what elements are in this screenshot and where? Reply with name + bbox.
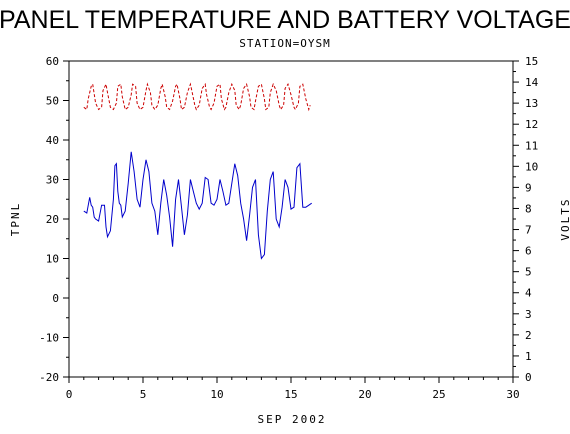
x-tick-label: 15 (284, 388, 297, 401)
y-right-axis-label: VOLTS (559, 197, 570, 240)
y-left-tick-label: 50 (46, 95, 59, 108)
y-right-tick-label: 15 (525, 55, 538, 68)
x-axis-ticks: 0 5 10 15 20 25 30 (66, 377, 520, 401)
y-right-tick-label: 13 (525, 97, 538, 110)
y-left-axis-ticks: -20 -10 0 10 20 30 40 50 60 (39, 55, 69, 384)
y-left-tick-label: 0 (52, 292, 59, 305)
y-right-tick-label: 4 (525, 287, 532, 300)
y-left-tick-label: 20 (46, 213, 59, 226)
x-tick-label: 20 (358, 388, 371, 401)
y-left-tick-label: 40 (46, 134, 59, 147)
y-right-tick-label: 11 (525, 139, 538, 152)
plot-frame (68, 60, 514, 378)
y-right-tick-label: 14 (525, 76, 539, 89)
chart-title: PANEL TEMPERATURE AND BATTERY VOLTAGE (0, 6, 570, 34)
y-right-tick-label: 7 (525, 224, 532, 237)
y-right-tick-label: 3 (525, 308, 532, 321)
y-left-tick-label: 60 (46, 55, 59, 68)
y-right-tick-label: 1 (525, 350, 532, 363)
x-axis-label: SEP 2002 (258, 413, 327, 426)
chart-subtitle: STATION=OYSM (239, 37, 330, 50)
y-right-tick-label: 9 (525, 181, 532, 194)
series-line-panel-temperature (83, 151, 312, 260)
y-right-tick-label: 0 (525, 371, 532, 384)
x-tick-label: 0 (66, 388, 73, 401)
y-right-tick-label: 2 (525, 329, 532, 342)
x-tick-label: 25 (432, 388, 445, 401)
y-right-tick-label: 5 (525, 266, 532, 279)
x-tick-label: 5 (140, 388, 147, 401)
y-left-tick-label: -10 (39, 332, 59, 345)
y-left-tick-label: -20 (39, 371, 59, 384)
y-right-tick-label: 10 (525, 160, 538, 173)
y-left-tick-label: 10 (46, 253, 59, 266)
y-left-tick-label: 30 (46, 174, 59, 187)
y-left-axis-label: TPNL (9, 202, 22, 237)
x-tick-label: 10 (210, 388, 223, 401)
series-line-battery-voltage (83, 82, 311, 112)
x-tick-label: 30 (506, 388, 519, 401)
y-right-tick-label: 6 (525, 245, 532, 258)
y-right-tick-label: 8 (525, 202, 532, 215)
series-layer (83, 82, 312, 260)
y-right-tick-label: 12 (525, 118, 538, 131)
